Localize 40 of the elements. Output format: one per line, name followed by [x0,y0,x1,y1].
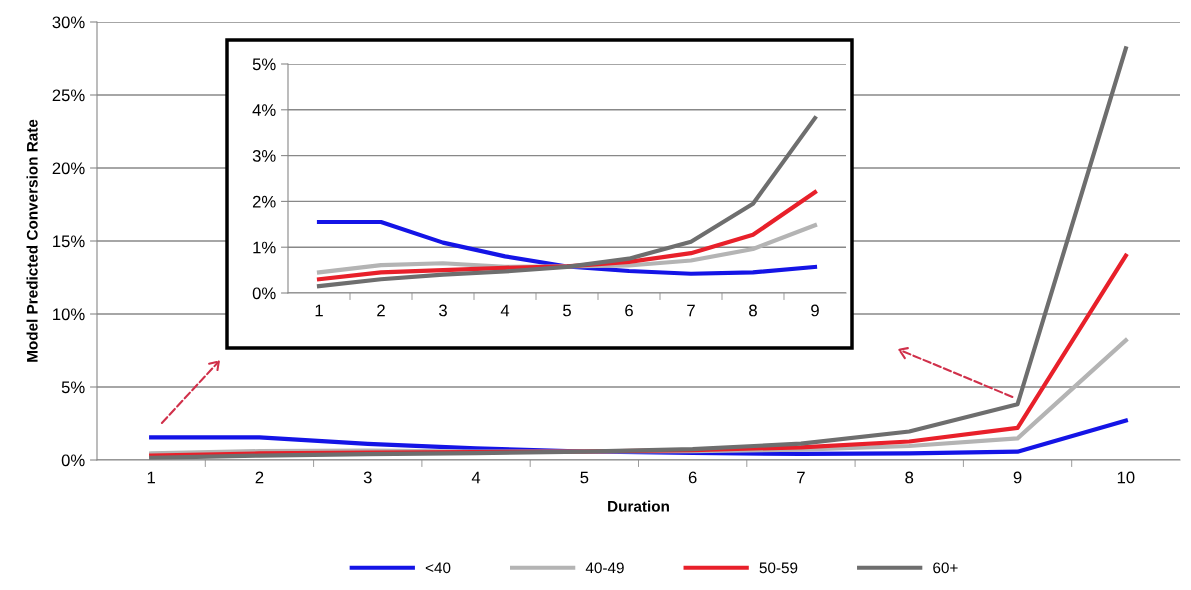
y-tick-label: 20% [52,162,85,175]
y-tick-label: 2% [252,195,276,208]
x-tick-label: 7 [687,304,695,317]
x-tick-label: 6 [688,471,697,484]
x-tick-label: 9 [1013,471,1022,484]
x-tick-label: 5 [563,304,571,317]
x-tick-label: 8 [749,304,757,317]
x-tick-label: 2 [377,304,385,317]
x-axis-title: Duration [608,500,669,512]
y-tick-label: 10% [53,308,85,321]
y-tick-label: 15% [53,235,85,248]
y-tick-label: 1% [253,241,276,254]
legend-label: <40 [425,562,451,574]
x-tick-label: 3 [363,471,372,484]
y-tick-label: 4% [252,104,276,116]
x-tick-label: 9 [811,304,819,317]
y-tick-label: 5% [61,381,85,394]
line-series [316,115,818,289]
y-tick-label: 25% [52,89,85,102]
y-tick-label: 3% [252,150,276,162]
legend-label: 40-49 [585,562,624,574]
x-tick-label: 7 [797,471,805,484]
x-tick-label: 1 [147,471,155,484]
x-tick-label: 8 [905,471,914,484]
y-tick-label: 5% [252,58,276,71]
x-tick-label: 6 [625,304,633,317]
y-axis-title: Model Predicted Conversion Rate [26,119,38,362]
x-tick-label: 2 [255,471,264,484]
y-tick-label: 0% [61,454,85,467]
line-series [149,46,1128,460]
x-tick-label: 5 [580,471,589,484]
legend-label: 60+ [933,562,958,574]
y-tick-label: 30% [52,16,85,29]
x-tick-label: 1 [315,304,323,317]
x-tick-label: 4 [471,471,481,484]
y-tick-label: 0% [252,287,276,300]
legend-label: 50-59 [759,562,798,574]
x-tick-label: 4 [500,304,510,317]
x-tick-label: 10 [1117,471,1135,484]
x-tick-label: 3 [439,304,447,317]
